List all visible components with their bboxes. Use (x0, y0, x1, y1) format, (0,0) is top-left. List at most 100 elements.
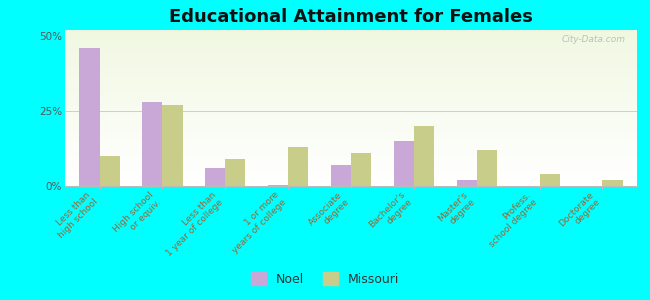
Bar (65, 178, 637, 180)
Bar (65, 117, 637, 119)
Bar (65, 170, 637, 172)
Bar (99, 156, 120, 186)
Bar (65, 147, 637, 148)
Bar (65, 86, 637, 88)
Bar (65, 99, 637, 100)
Bar (65, 173, 637, 175)
Bar (65, 97, 637, 99)
Bar (394, 141, 414, 186)
Bar (456, 180, 476, 186)
Bar (65, 78, 637, 80)
Bar (288, 147, 308, 186)
Text: City-Data.com: City-Data.com (562, 35, 625, 44)
Bar (205, 168, 226, 186)
Bar (65, 83, 637, 85)
Bar (65, 116, 637, 117)
Bar (268, 184, 288, 186)
Bar (603, 180, 623, 186)
Bar (65, 66, 637, 68)
Bar (65, 89, 637, 91)
Bar (65, 142, 637, 144)
Bar (226, 159, 246, 186)
Bar (65, 134, 637, 136)
Bar (65, 172, 637, 173)
Bar (65, 130, 637, 131)
Bar (65, 114, 637, 116)
Bar (65, 113, 637, 114)
Title: Educational Attainment for Females: Educational Attainment for Females (169, 8, 533, 26)
Bar (65, 106, 637, 108)
Bar (65, 44, 637, 46)
Bar (65, 138, 637, 139)
Bar (65, 110, 637, 111)
Bar (65, 155, 637, 156)
Bar (65, 125, 637, 127)
Bar (65, 184, 637, 186)
Bar (65, 55, 637, 56)
Bar (65, 53, 637, 55)
Bar (65, 46, 637, 47)
Bar (65, 148, 637, 150)
Bar (65, 91, 637, 92)
Bar (65, 68, 637, 69)
Bar (65, 169, 637, 170)
Bar (162, 105, 183, 186)
Bar (65, 39, 637, 41)
Bar (65, 121, 637, 122)
Bar (65, 32, 637, 33)
Bar (65, 136, 637, 138)
Bar (65, 150, 637, 152)
Bar (65, 95, 637, 97)
Bar (65, 141, 637, 142)
Bar (65, 80, 637, 82)
Bar (65, 156, 637, 158)
Bar (65, 161, 637, 163)
Bar (65, 61, 637, 63)
Bar (540, 174, 560, 186)
Bar (65, 131, 637, 133)
Bar (65, 166, 637, 167)
Bar (65, 105, 637, 106)
Bar (65, 50, 637, 52)
Bar (65, 102, 637, 103)
Bar (65, 36, 637, 38)
Bar (65, 181, 637, 183)
Bar (65, 63, 637, 64)
Bar (65, 69, 637, 70)
Bar (65, 35, 637, 36)
Bar (65, 146, 637, 147)
Bar (65, 119, 637, 121)
Bar (65, 158, 637, 160)
Bar (65, 92, 637, 94)
Bar (331, 165, 351, 186)
Bar (65, 56, 637, 58)
Bar (65, 103, 637, 105)
Bar (65, 60, 637, 61)
Bar (65, 111, 637, 113)
Bar (65, 30, 637, 31)
Bar (65, 72, 637, 74)
Bar (65, 82, 637, 83)
Bar (414, 126, 434, 186)
Bar (65, 52, 637, 53)
Bar (351, 153, 371, 186)
Bar (65, 47, 637, 49)
Bar (65, 85, 637, 86)
Bar (65, 122, 637, 124)
Bar (65, 74, 637, 75)
Bar (65, 153, 637, 155)
Bar (65, 160, 637, 161)
Bar (65, 183, 637, 184)
Bar (79, 48, 99, 186)
Bar (65, 139, 637, 141)
Bar (65, 41, 637, 43)
Bar (65, 43, 637, 44)
Bar (65, 127, 637, 128)
Bar (65, 88, 637, 89)
Bar (65, 167, 637, 169)
Bar (65, 100, 637, 102)
Bar (65, 128, 637, 130)
Bar (65, 64, 637, 66)
Bar (65, 75, 637, 77)
Bar (65, 152, 637, 153)
